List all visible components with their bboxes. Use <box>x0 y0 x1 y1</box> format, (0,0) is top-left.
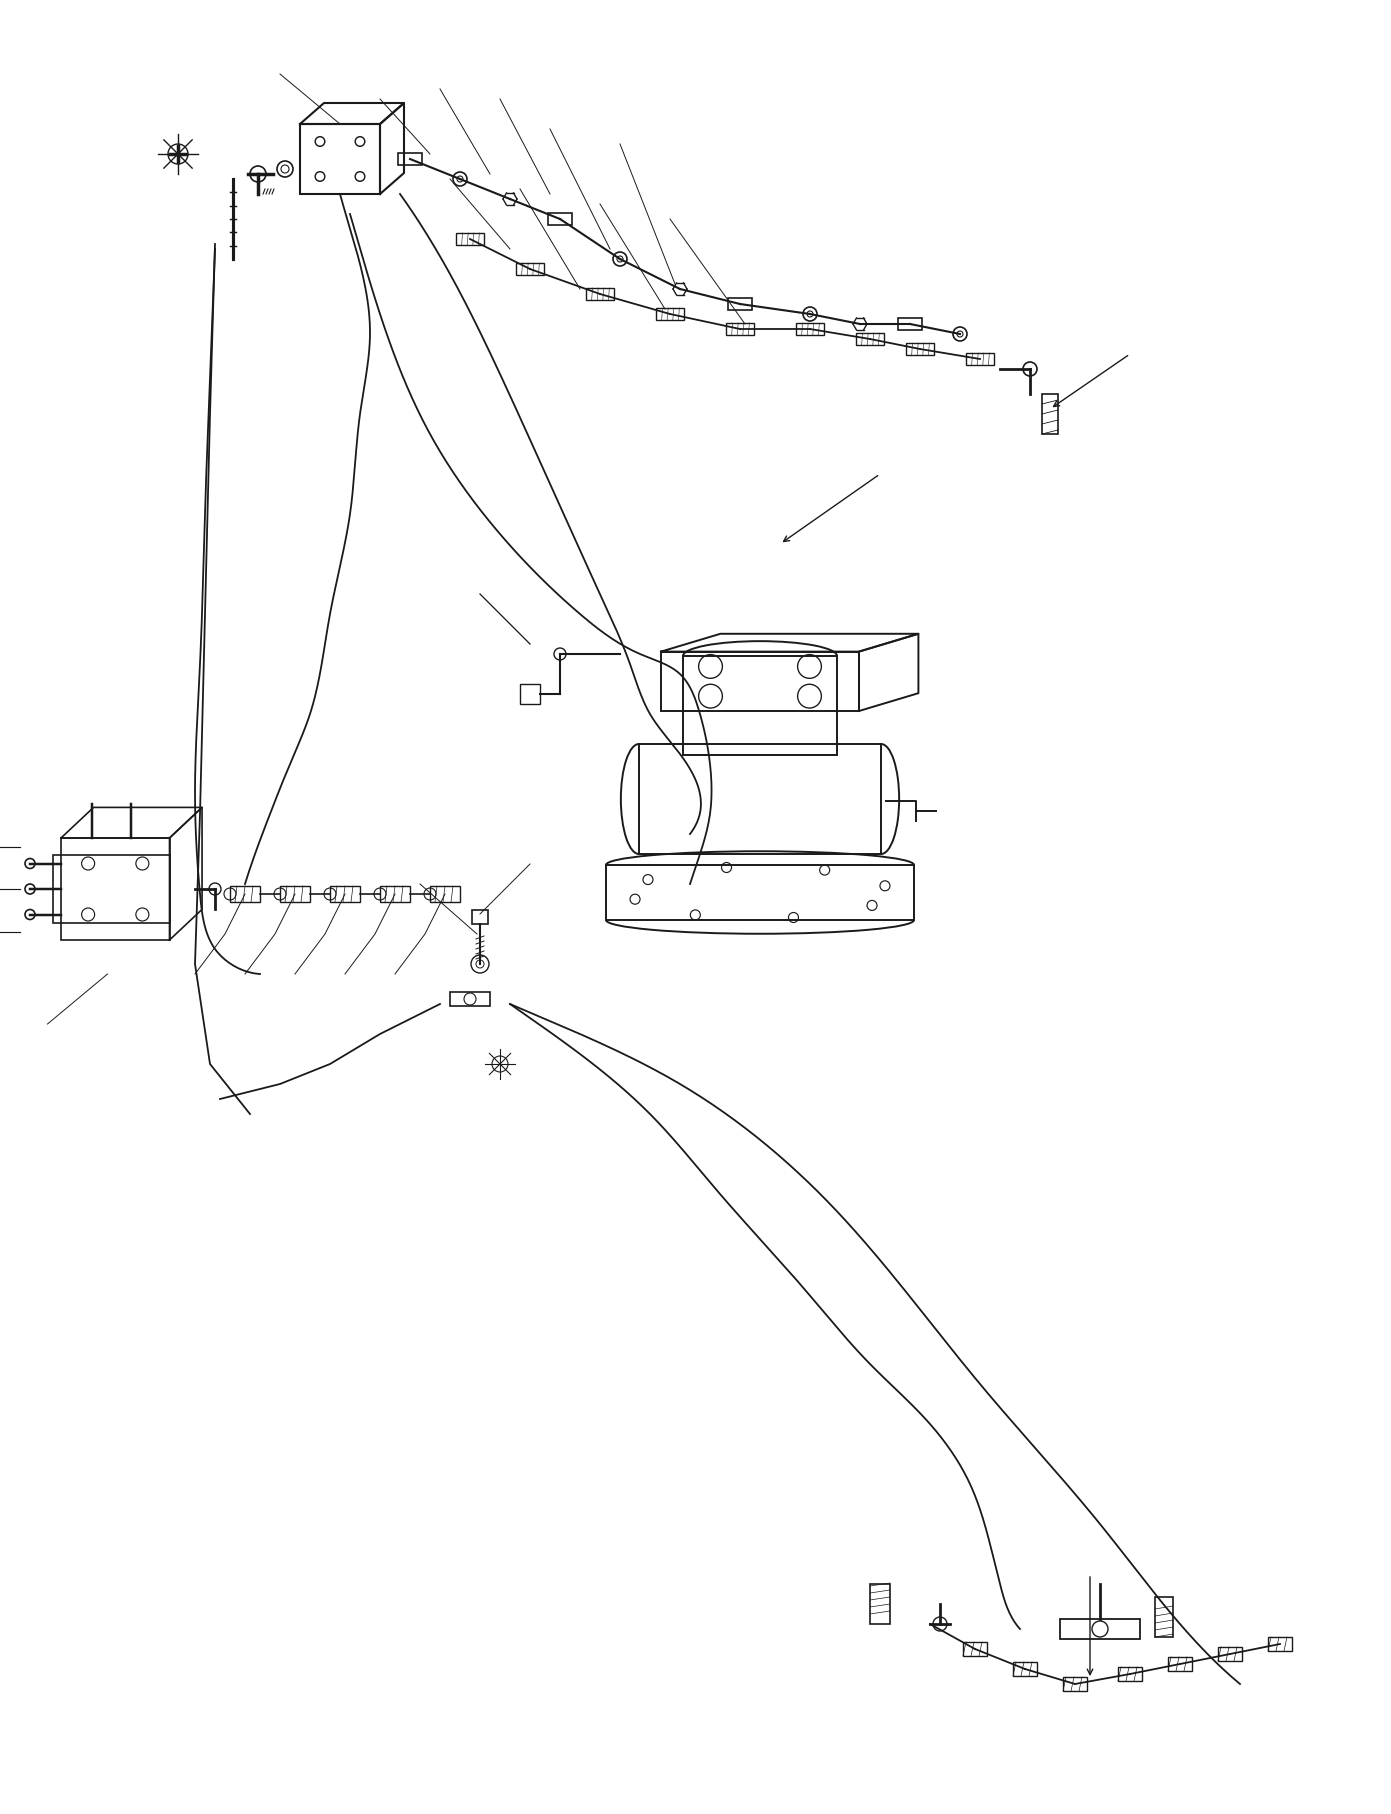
Bar <box>899 317 922 330</box>
Bar <box>727 297 753 310</box>
Bar <box>516 263 544 276</box>
Bar <box>53 854 170 923</box>
Bar <box>230 885 260 902</box>
Bar <box>330 885 360 902</box>
Bar <box>1118 1667 1142 1682</box>
Bar <box>1155 1596 1173 1636</box>
Bar <box>796 323 823 336</box>
Bar <box>520 684 540 704</box>
Bar <box>398 152 421 165</box>
Bar <box>638 744 881 854</box>
Bar <box>657 308 684 319</box>
Bar <box>1042 394 1059 434</box>
Bar <box>1060 1620 1141 1640</box>
Bar <box>661 651 860 711</box>
Bar <box>280 885 310 902</box>
Bar <box>1063 1676 1086 1691</box>
Bar <box>963 1642 988 1656</box>
Bar <box>456 232 484 245</box>
Bar <box>1168 1656 1192 1671</box>
Bar <box>1013 1662 1038 1676</box>
Bar <box>61 838 170 940</box>
Bar <box>300 123 380 194</box>
Bar <box>906 343 933 356</box>
Bar <box>451 992 490 1007</box>
Bar <box>548 212 572 225</box>
Bar <box>683 657 837 755</box>
Bar <box>1269 1636 1292 1651</box>
Bar <box>726 323 754 336</box>
Bar <box>380 885 410 902</box>
Bar <box>855 334 885 345</box>
Bar <box>472 911 488 923</box>
Bar <box>965 354 995 365</box>
Bar <box>1219 1647 1242 1662</box>
Bar <box>586 288 613 299</box>
Bar <box>606 865 914 920</box>
Bar <box>430 885 460 902</box>
Bar <box>869 1584 890 1624</box>
